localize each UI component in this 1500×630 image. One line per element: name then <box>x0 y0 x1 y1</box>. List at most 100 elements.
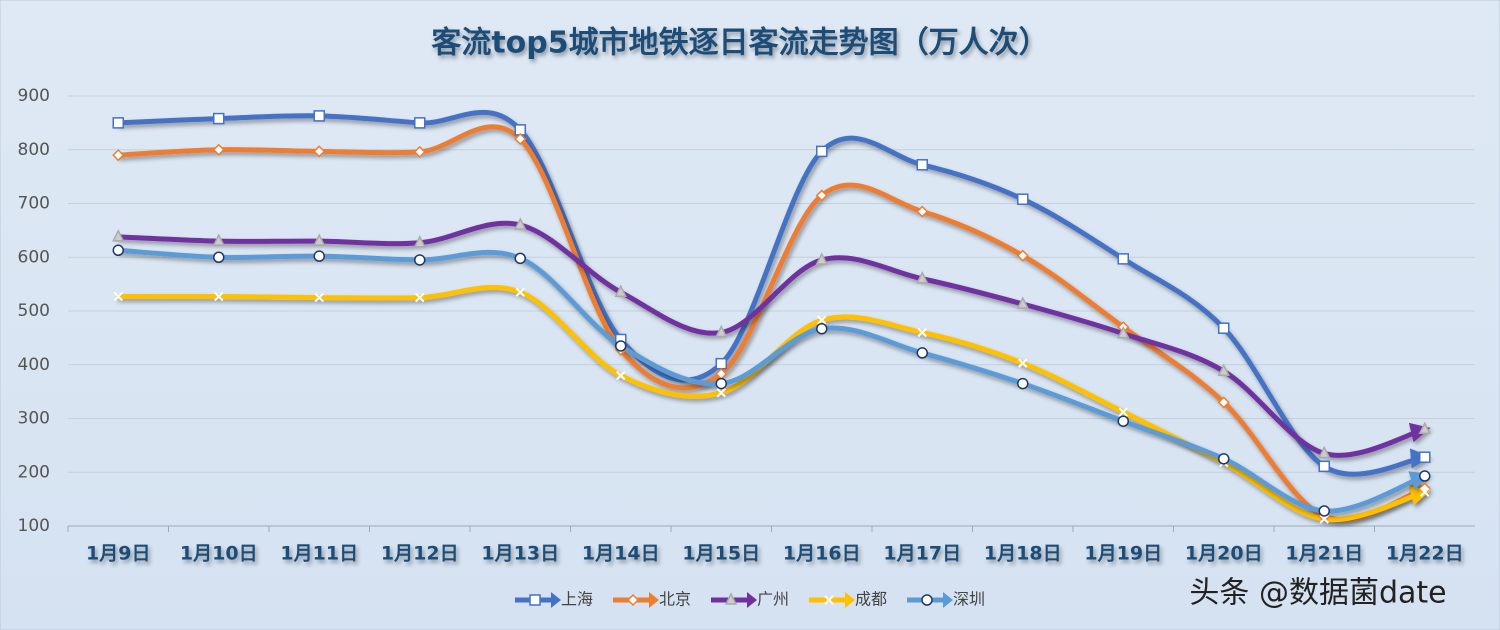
x-tick-label: 1月14日 <box>582 543 660 565</box>
marker <box>816 322 828 335</box>
marker <box>615 340 627 352</box>
marker <box>917 327 927 338</box>
marker <box>1318 505 1330 517</box>
y-tick-label: 300 <box>18 409 50 429</box>
marker <box>816 145 828 158</box>
y-tick-label: 900 <box>18 86 50 106</box>
marker <box>1420 487 1430 497</box>
marker <box>415 292 425 303</box>
marker <box>1217 363 1230 376</box>
x-tick-label: 1月22日 <box>1386 543 1464 565</box>
marker <box>213 112 225 125</box>
marker <box>212 233 225 246</box>
marker <box>916 347 928 359</box>
marker <box>614 284 627 297</box>
marker <box>716 387 726 398</box>
marker <box>112 117 124 129</box>
legend-label: 成都 <box>855 590 887 609</box>
marker <box>1218 322 1230 334</box>
legend-label: 深圳 <box>953 590 985 609</box>
marker <box>1319 514 1329 524</box>
marker <box>313 110 325 122</box>
marker <box>313 233 326 246</box>
marker <box>113 291 123 302</box>
marker <box>815 189 828 202</box>
marker <box>715 377 727 390</box>
marker <box>916 205 929 218</box>
x-tick-label: 1月18日 <box>984 543 1062 565</box>
marker <box>1017 377 1029 390</box>
x-tick-label: 1月16日 <box>783 543 861 565</box>
marker <box>916 159 928 171</box>
marker <box>815 252 828 265</box>
x-tick-label: 1月20日 <box>1185 543 1263 565</box>
x-tick-label: 1月17日 <box>883 543 961 565</box>
marker <box>414 117 426 129</box>
marker <box>514 252 526 265</box>
y-tick-label: 500 <box>18 301 50 321</box>
marker <box>214 291 224 302</box>
marker <box>1217 396 1230 409</box>
marker <box>1017 193 1029 205</box>
x-tick-label: 1月19日 <box>1084 543 1162 565</box>
marker <box>1117 415 1129 427</box>
marker <box>213 251 225 263</box>
marker <box>515 287 525 297</box>
x-tick-label: 1月21日 <box>1285 543 1363 565</box>
series-line <box>115 247 1431 514</box>
legend-arrow <box>551 592 561 608</box>
marker <box>514 217 527 230</box>
y-tick-label: 100 <box>18 516 50 536</box>
marker <box>413 235 426 248</box>
marker <box>112 244 124 257</box>
y-tick-label: 800 <box>18 140 50 160</box>
y-tick-label: 600 <box>18 247 50 267</box>
marker <box>313 145 326 158</box>
x-tick-label: 1月11日 <box>280 543 358 565</box>
marker <box>313 250 325 262</box>
series-line <box>115 124 1431 522</box>
marker <box>212 143 225 156</box>
marker <box>1016 249 1029 262</box>
marker <box>715 324 728 338</box>
legend-label: 广州 <box>757 590 789 609</box>
legend-marker <box>724 592 738 605</box>
legend-label: 北京 <box>659 590 691 609</box>
marker <box>1117 325 1130 339</box>
y-tick-label: 700 <box>18 194 50 214</box>
legend-arrow <box>649 592 659 608</box>
marker <box>1218 453 1230 465</box>
marker <box>514 132 527 146</box>
marker <box>715 357 727 370</box>
legend-arrow <box>845 592 855 608</box>
marker <box>1318 445 1331 459</box>
x-tick-label: 1月13日 <box>481 543 559 565</box>
y-tick-label: 200 <box>18 462 50 482</box>
legend-arrow <box>747 592 757 608</box>
x-tick-label: 1月10日 <box>180 543 258 565</box>
marker <box>1117 253 1129 265</box>
marker <box>1419 451 1431 463</box>
marker <box>1018 358 1028 368</box>
x-tick-label: 1月12日 <box>381 543 459 565</box>
x-tick-label: 1月15日 <box>682 543 760 565</box>
marker <box>112 229 125 242</box>
legend-arrow <box>943 592 953 608</box>
legend-marker <box>529 594 541 606</box>
marker <box>916 271 929 284</box>
marker <box>413 145 426 158</box>
marker <box>616 370 626 381</box>
marker <box>112 149 125 162</box>
watermark: 头条 @数据菌date <box>1189 576 1446 611</box>
marker <box>817 315 827 325</box>
marker <box>1016 296 1029 309</box>
marker <box>1318 460 1330 473</box>
chart-title: 客流top5城市地铁逐日客流走势图（万人次） <box>431 26 1048 61</box>
y-tick-label: 400 <box>18 355 50 375</box>
marker <box>414 254 426 266</box>
series-line <box>115 110 1431 477</box>
x-tick-label: 1月9日 <box>86 543 150 565</box>
series-line <box>115 220 1431 458</box>
